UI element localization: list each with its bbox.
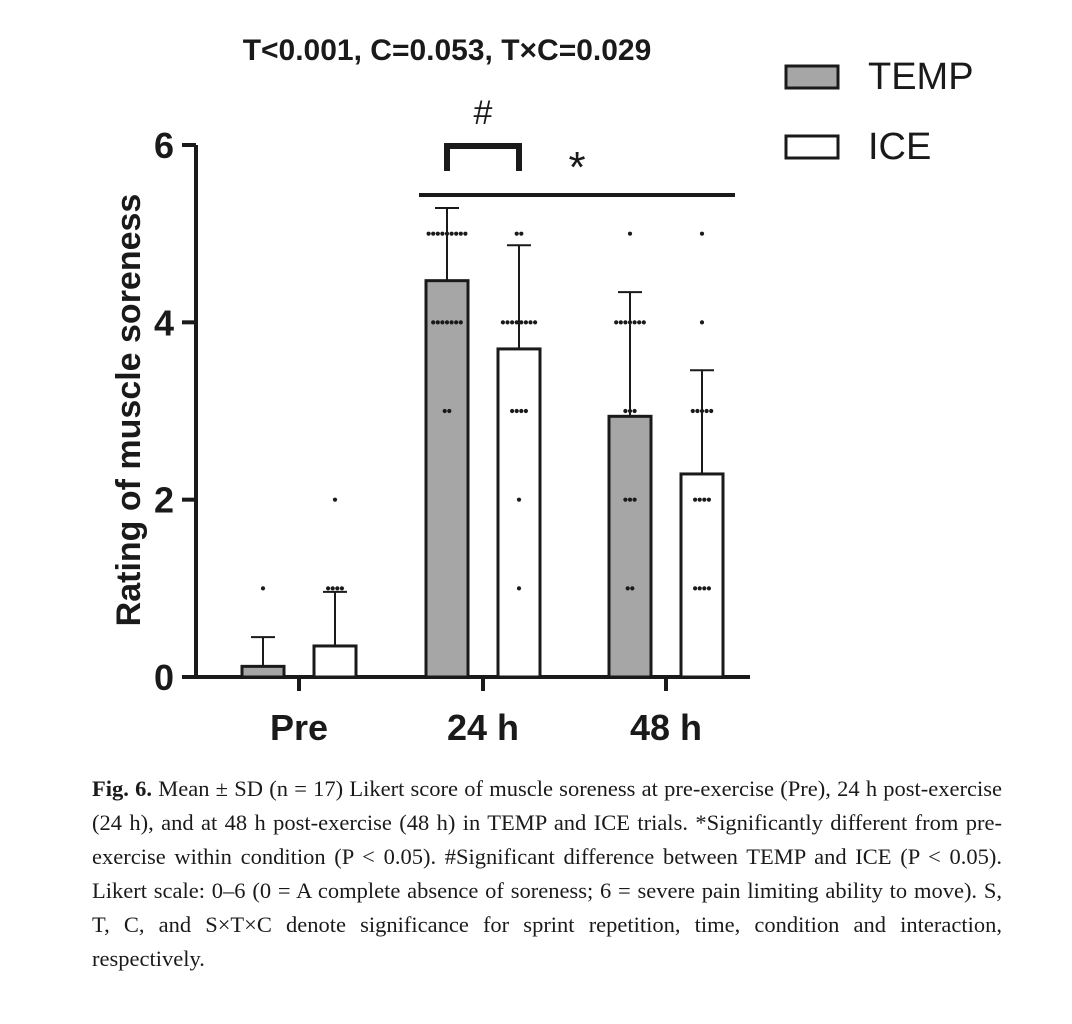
data-point bbox=[693, 586, 698, 591]
data-point bbox=[697, 586, 702, 591]
data-point bbox=[706, 586, 712, 591]
data-point bbox=[444, 231, 450, 236]
y-tick-label: 6 bbox=[154, 125, 174, 166]
data-point bbox=[431, 320, 436, 325]
data-point bbox=[699, 231, 705, 236]
data-point bbox=[514, 408, 519, 414]
data-point bbox=[516, 586, 522, 591]
data-point bbox=[709, 408, 714, 414]
y-tick-label: 0 bbox=[154, 657, 174, 698]
data-point bbox=[426, 231, 431, 236]
annotation-star: * bbox=[568, 143, 585, 192]
data-point bbox=[435, 231, 440, 236]
data-point bbox=[533, 320, 538, 325]
data-point bbox=[702, 586, 707, 591]
data-point bbox=[519, 320, 524, 325]
data-point bbox=[514, 231, 519, 236]
data-point bbox=[523, 320, 529, 325]
data-point bbox=[339, 586, 344, 591]
bracket-temp-vs-ice bbox=[444, 143, 522, 171]
data-point bbox=[618, 320, 623, 325]
data-point bbox=[330, 586, 335, 591]
data-point bbox=[514, 320, 519, 325]
legend-label-ice: ICE bbox=[868, 126, 931, 168]
data-point bbox=[627, 497, 633, 502]
data-point bbox=[623, 320, 628, 325]
data-point bbox=[509, 408, 515, 414]
data-point bbox=[702, 497, 707, 502]
data-point bbox=[627, 408, 633, 414]
data-point bbox=[454, 231, 459, 236]
data-point bbox=[637, 320, 642, 325]
data-point bbox=[449, 320, 454, 325]
data-point bbox=[523, 408, 529, 414]
x-tick-label: 24 h bbox=[447, 707, 519, 748]
data-point bbox=[335, 586, 340, 591]
x-tick-label: 48 h bbox=[630, 707, 702, 748]
data-point bbox=[699, 408, 705, 414]
data-point bbox=[693, 497, 698, 502]
x-tick-label: Pre bbox=[270, 707, 328, 748]
data-point bbox=[442, 408, 447, 414]
data-point bbox=[706, 497, 712, 502]
data-point bbox=[463, 231, 468, 236]
data-point bbox=[505, 320, 510, 325]
legend-swatch-ice bbox=[784, 134, 840, 160]
data-point bbox=[695, 408, 700, 414]
data-point bbox=[260, 586, 266, 591]
y-axis-label: Rating of muscle soreness bbox=[110, 194, 148, 627]
data-point bbox=[614, 320, 619, 325]
data-point bbox=[632, 408, 637, 414]
data-point bbox=[519, 408, 524, 414]
data-point bbox=[326, 586, 331, 591]
data-point bbox=[449, 231, 454, 236]
caption-text: Mean ± SD (n = 17) Likert score of muscl… bbox=[92, 776, 1002, 971]
data-point bbox=[435, 320, 440, 325]
data-point bbox=[431, 231, 436, 236]
caption-label: Fig. 6. bbox=[92, 776, 152, 801]
legend: TEMP ICE bbox=[784, 56, 974, 168]
bar-temp bbox=[607, 414, 653, 679]
y-tick-label: 2 bbox=[154, 480, 174, 521]
data-point bbox=[332, 497, 338, 502]
chart-title: T<0.001, C=0.053, T×C=0.029 bbox=[243, 34, 652, 67]
data-point bbox=[458, 231, 463, 236]
bar-temp bbox=[240, 664, 286, 679]
data-point bbox=[699, 320, 705, 325]
data-point bbox=[704, 408, 709, 414]
data-point bbox=[690, 408, 695, 414]
legend-label-temp: TEMP bbox=[868, 56, 974, 98]
data-point bbox=[440, 320, 445, 325]
data-point bbox=[641, 320, 646, 325]
data-point bbox=[519, 231, 524, 236]
data-point bbox=[627, 320, 633, 325]
data-point bbox=[625, 586, 630, 591]
data-point bbox=[623, 408, 628, 414]
data-point bbox=[509, 320, 515, 325]
bar-ice bbox=[496, 347, 542, 679]
y-tick-label: 4 bbox=[154, 302, 174, 343]
data-point bbox=[623, 497, 628, 502]
figure-caption: Fig. 6. Mean ± SD (n = 17) Likert score … bbox=[92, 772, 1002, 976]
bar-ice bbox=[312, 644, 358, 679]
data-point bbox=[447, 408, 452, 414]
data-point bbox=[516, 497, 522, 502]
bar-chart: T<0.001, C=0.053, T×C=0.029 Rating of mu… bbox=[110, 34, 974, 748]
data-point bbox=[458, 320, 463, 325]
data-point bbox=[528, 320, 533, 325]
data-point bbox=[697, 497, 702, 502]
data-point bbox=[440, 231, 445, 236]
legend-swatch-temp bbox=[784, 64, 840, 90]
data-point bbox=[444, 320, 450, 325]
annotation-hash: # bbox=[474, 94, 493, 132]
data-point bbox=[454, 320, 459, 325]
bar-temp bbox=[424, 279, 470, 679]
data-point bbox=[630, 586, 635, 591]
data-point bbox=[632, 320, 637, 325]
data-point bbox=[627, 231, 633, 236]
data-point bbox=[632, 497, 637, 502]
bar-ice bbox=[679, 472, 725, 679]
data-point bbox=[500, 320, 505, 325]
